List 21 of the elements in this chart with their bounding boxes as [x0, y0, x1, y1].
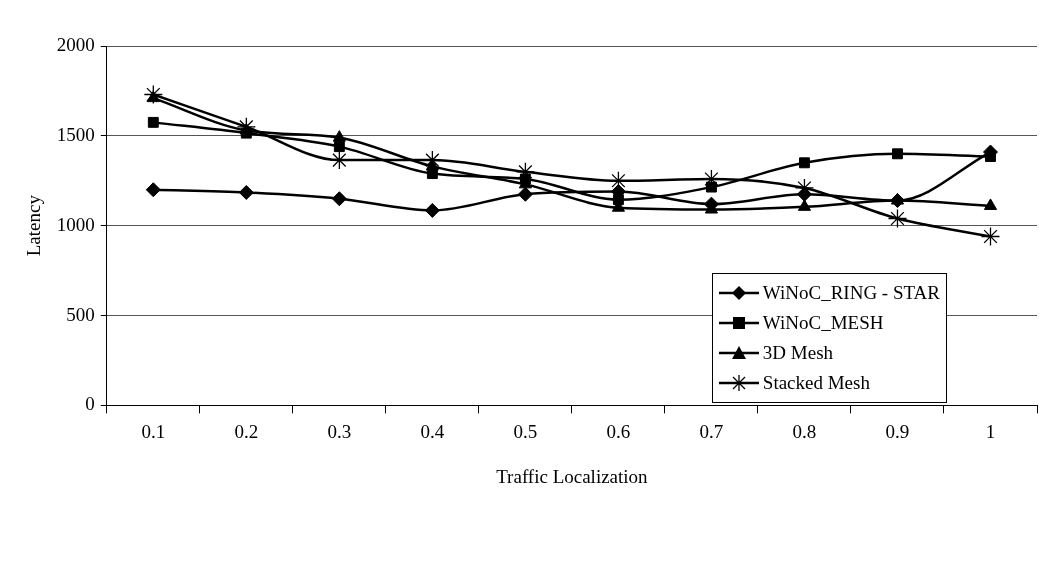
x-tick-label: 0.2	[234, 420, 259, 442]
legend-label: WiNoC_MESH	[762, 312, 884, 335]
y-tick-label: 500	[66, 303, 95, 325]
x-tick-label: 0.9	[885, 420, 910, 442]
y-tick-label: 1500	[56, 123, 95, 145]
x-tick-label: 0.6	[606, 420, 631, 442]
y-axis-title: Latency	[23, 194, 45, 257]
legend-label: 3D Mesh	[762, 342, 834, 365]
x-tick-label: 0.8	[792, 420, 817, 442]
x-tick-label: 1	[985, 420, 996, 442]
x-tick-label: 0.5	[513, 420, 538, 442]
legend-label: WiNoC_RING - STAR	[762, 282, 940, 305]
y-tick-label: 2000	[56, 33, 95, 55]
x-tick-label: 0.4	[420, 420, 445, 442]
x-axis-title: Traffic Localization	[496, 465, 649, 487]
legend-label: Stacked Mesh	[762, 372, 870, 395]
y-tick-label: 1000	[56, 213, 95, 235]
x-tick-label: 0.3	[327, 420, 352, 442]
y-tick-label: 0	[85, 393, 95, 415]
x-tick-label: 0.7	[699, 420, 724, 442]
x-tick-label: 0.1	[141, 420, 166, 442]
